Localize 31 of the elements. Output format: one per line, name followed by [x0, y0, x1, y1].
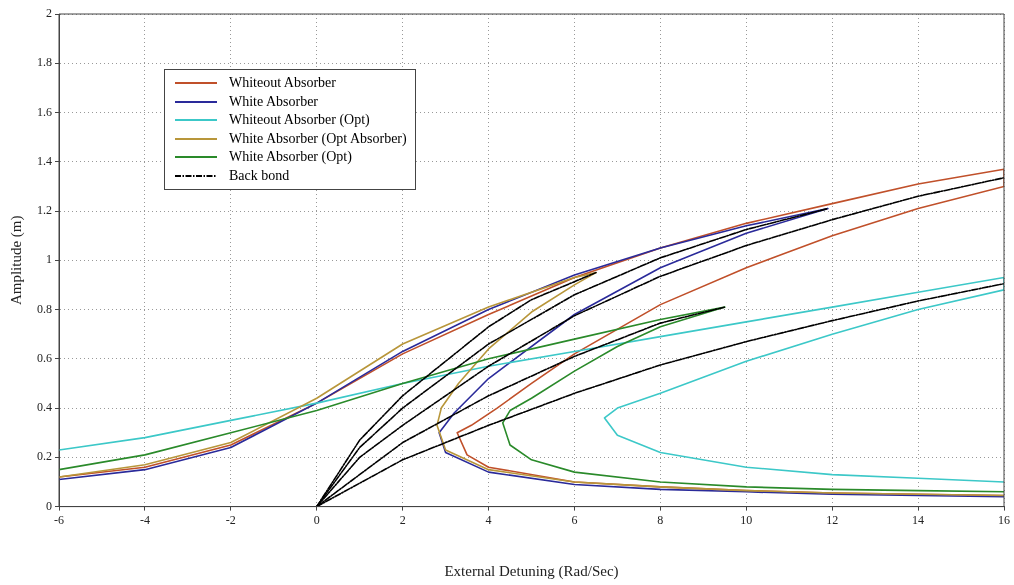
x-tick-label: 10 [740, 512, 753, 527]
y-tick-label: 0.8 [37, 301, 52, 316]
y-tick-label: 0.2 [37, 449, 52, 464]
y-tick-label: 0.6 [37, 350, 52, 365]
y-tick-label: 1 [46, 252, 52, 267]
y-tick-label: 2 [46, 6, 52, 21]
x-tick-label: 8 [657, 512, 664, 527]
x-tick-label: 2 [399, 512, 406, 527]
x-tick-label: 12 [826, 512, 839, 527]
x-tick-label: -6 [54, 512, 64, 527]
y-tick-label: 0 [46, 498, 52, 513]
legend-label: Whiteout Absorber (Opt) [229, 111, 370, 129]
x-tick-label: 6 [571, 512, 578, 527]
legend-label: White Absorber (Opt Absorber) [229, 129, 407, 148]
y-axis-title: Amplitude (m) [7, 215, 25, 306]
legend-label: Back bond [229, 166, 290, 185]
legend-label: Whiteout Absorber [229, 74, 336, 92]
y-tick-label: 0.4 [37, 400, 52, 415]
x-tick-label: 16 [998, 512, 1010, 527]
x-tick-label: 0 [313, 512, 320, 527]
y-tick-label: 1.4 [37, 153, 52, 168]
legend-label: White Absorber (Opt) [229, 148, 352, 166]
y-tick-label: 1.6 [37, 104, 52, 119]
x-tick-label: 14 [912, 512, 925, 527]
y-tick-label: 1.8 [37, 55, 52, 70]
x-tick-label: 4 [485, 512, 492, 527]
x-axis-title: External Detuning (Rad/Sec) [444, 562, 619, 580]
x-tick-label: -4 [139, 512, 150, 527]
y-tick-label: 1.2 [37, 203, 52, 218]
legend-label: White Absorber [229, 92, 319, 111]
x-tick-label: -2 [225, 512, 236, 527]
